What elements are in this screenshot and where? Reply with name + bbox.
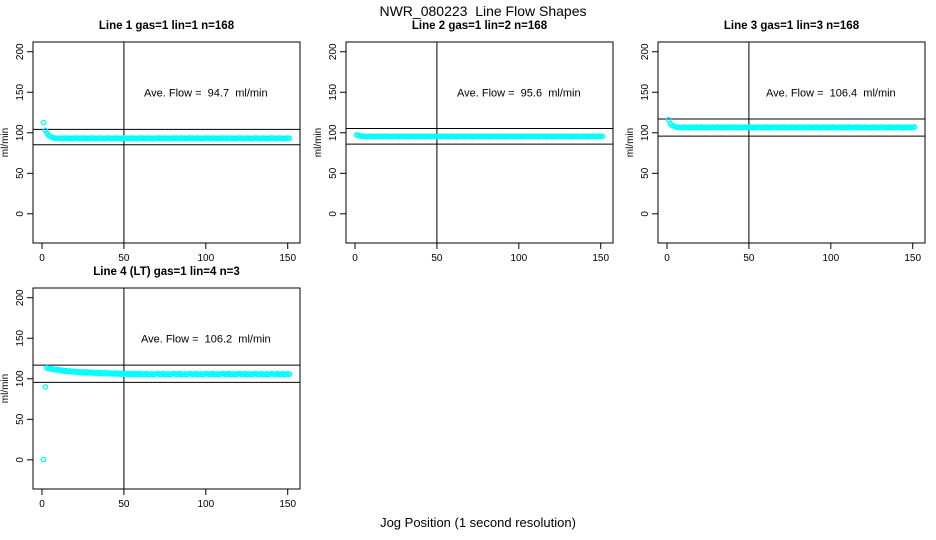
y-tick-label: 200 xyxy=(15,43,26,60)
main-title: NWR_080223 Line Flow Shapes xyxy=(379,3,587,19)
data-point xyxy=(40,456,47,463)
y-tick-label: 50 xyxy=(328,167,339,179)
data-point xyxy=(286,135,293,142)
plot-border xyxy=(345,41,614,244)
ave-flow-annotation: Ave. Flow = 95.6 ml/min xyxy=(457,87,581,99)
y-tick-label: 100 xyxy=(15,370,26,387)
x-tick-label: 0 xyxy=(664,253,670,264)
y-tick-label: 50 xyxy=(15,167,26,179)
data-points xyxy=(665,116,918,131)
x-tick-label: 100 xyxy=(197,499,214,510)
y-tick-label: 200 xyxy=(328,43,339,60)
data-point xyxy=(40,119,47,126)
panel-line-3: Line 3 gas=1 lin=3 n=168 0 50 100 150 200 0 50… xyxy=(625,20,936,278)
panel-plot-line-3: 0 50 100 150 200 0 50 100 150 ml/min Ave. Flow = 1… xyxy=(625,41,926,264)
plot-border xyxy=(32,287,301,490)
y-tick-label: 50 xyxy=(15,413,26,425)
y-tick-label: 0 xyxy=(328,211,339,217)
panel-line-2: Line 2 gas=1 lin=2 n=168 0 50 100 150 200 0 50… xyxy=(313,20,624,278)
x-tick-label: 100 xyxy=(822,253,839,264)
x-tick-label: 50 xyxy=(743,253,755,264)
panel-line-4: Line 4 (LT) gas=1 lin=4 n=3 0 50 100 150 200… xyxy=(0,266,311,524)
y-tick-label: 0 xyxy=(15,457,26,463)
y-axis-label: ml/min xyxy=(625,128,636,157)
y-axis-label: ml/min xyxy=(0,128,11,157)
data-point xyxy=(599,133,606,140)
panel-title-line-1: Line 1 gas=1 lin=1 n=168 xyxy=(98,20,235,32)
panel-title-line-2: Line 2 gas=1 lin=2 n=168 xyxy=(411,20,548,32)
data-point xyxy=(911,124,918,130)
y-tick-label: 200 xyxy=(15,289,26,306)
data-points xyxy=(40,119,293,142)
y-tick-label: 100 xyxy=(15,124,26,141)
data-point xyxy=(42,384,49,390)
y-axis-label: ml/min xyxy=(313,128,324,157)
data-point xyxy=(286,371,293,378)
y-tick-label: 150 xyxy=(15,329,26,346)
x-tick-label: 150 xyxy=(279,253,296,264)
y-tick-label: 150 xyxy=(15,83,26,100)
data-points xyxy=(353,132,606,140)
plot-border xyxy=(657,41,926,244)
x-tick-label: 100 xyxy=(510,253,527,264)
x-tick-label: 100 xyxy=(197,253,214,264)
panel-plot-line-1: 0 50 100 150 200 0 50 100 150 ml/min Ave. Flow = 9… xyxy=(0,41,301,264)
y-tick-label: 150 xyxy=(328,83,339,100)
ave-flow-annotation: Ave. Flow = 106.4 ml/min xyxy=(766,87,896,99)
y-axis-label: ml/min xyxy=(0,374,11,403)
x-tick-label: 150 xyxy=(904,253,921,264)
panel-plot-line-4: 0 50 100 150 200 0 50 100 150 ml/min Ave. Flow = 1… xyxy=(0,287,301,510)
y-tick-label: 100 xyxy=(328,124,339,141)
panel-title-line-3: Line 3 gas=1 lin=3 n=168 xyxy=(723,20,860,32)
x-tick-label: 150 xyxy=(592,253,609,264)
y-tick-label: 100 xyxy=(640,124,651,141)
ave-flow-annotation: Ave. Flow = 106.2 ml/min xyxy=(141,333,271,345)
y-tick-label: 0 xyxy=(15,211,26,217)
y-tick-label: 200 xyxy=(640,43,651,60)
panel-line-1: Line 1 gas=1 lin=1 n=168 0 50 100 150 200 0 50… xyxy=(0,20,311,278)
ave-flow-annotation: Ave. Flow = 94.7 ml/min xyxy=(144,87,268,99)
y-tick-label: 0 xyxy=(640,211,651,217)
y-tick-label: 150 xyxy=(640,83,651,100)
y-tick-label: 50 xyxy=(640,167,651,179)
panel-title-line-4: Line 4 (LT) gas=1 lin=4 n=3 xyxy=(93,266,240,278)
x-tick-label: 50 xyxy=(431,253,443,264)
x-tick-label: 50 xyxy=(118,253,130,264)
plot-border xyxy=(32,41,301,244)
x-tick-label: 0 xyxy=(352,253,358,264)
x-tick-label: 50 xyxy=(118,499,130,510)
x-tick-label: 150 xyxy=(279,499,296,510)
x-tick-label: 0 xyxy=(39,253,45,264)
x-tick-label: 0 xyxy=(39,499,45,510)
data-points xyxy=(40,364,293,463)
x-axis-label: Jog Position (1 second resolution) xyxy=(380,515,576,530)
panel-plot-line-2: 0 50 100 150 200 0 50 100 150 ml/min Ave. Flow = 9… xyxy=(313,41,614,264)
